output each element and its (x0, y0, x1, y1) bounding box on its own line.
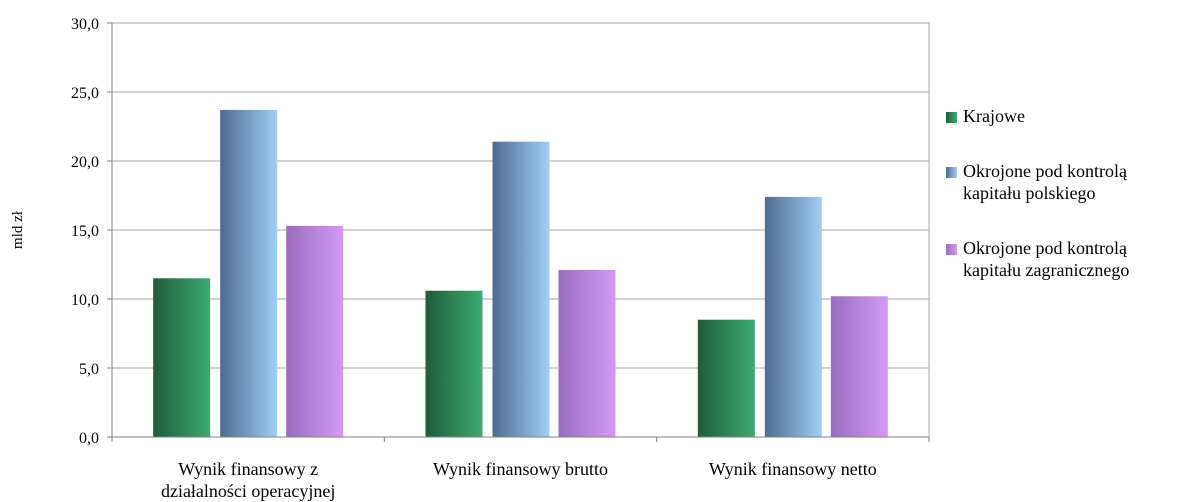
bar (425, 290, 483, 437)
bar (153, 278, 211, 437)
legend-label: Okrojone pod kontrolą kapitału polskiego (963, 161, 1127, 203)
legend-swatch (946, 244, 957, 255)
y-tick-labels: 0,0 5,0 10,0 15,0 20,0 25,0 30,0 (71, 16, 99, 447)
x-tick-label: Wynik finansowy brutto (433, 459, 608, 479)
y-tick-label: 15,0 (71, 223, 99, 240)
y-tick-label: 25,0 (71, 85, 99, 102)
y-axis-label: mld zł (10, 210, 26, 249)
bar (220, 109, 278, 437)
legend-item: Krajowe (946, 105, 1189, 127)
legend-item: Okrojone pod kontrolą kapitału zagraniczn… (946, 237, 1189, 281)
bar (492, 141, 550, 437)
bar (830, 296, 888, 437)
y-tick-label: 0,0 (79, 430, 99, 447)
bar (286, 225, 344, 437)
bar (697, 319, 755, 437)
axes (107, 22, 930, 442)
x-tick-label: Wynik finansowy z działalności operacyjne… (161, 459, 335, 501)
y-tick-label: 20,0 (71, 154, 99, 171)
legend: Krajowe Okrojone pod kontrolą kapitału pol… (946, 105, 1189, 281)
bar-chart: 0,0 5,0 10,0 15,0 20,0 25,0 30,0 Wynik finanso… (10, 16, 930, 501)
x-tick-label: Wynik finansowy netto (709, 459, 877, 479)
bars (153, 109, 888, 437)
y-tick-label: 5,0 (79, 361, 99, 378)
bar (558, 270, 616, 437)
legend-item: Okrojone pod kontrolą kapitału polskiego (946, 160, 1189, 204)
y-tick-label: 30,0 (71, 16, 99, 33)
bar (764, 196, 822, 437)
legend-swatch (946, 167, 957, 178)
legend-label: Okrojone pod kontrolą kapitału zagraniczn… (963, 238, 1130, 280)
y-tick-label: 10,0 (71, 292, 99, 309)
legend-label: Krajowe (963, 106, 1025, 126)
legend-swatch (946, 112, 957, 123)
x-tick-labels: Wynik finansowy z działalności operacyjne… (161, 459, 877, 501)
